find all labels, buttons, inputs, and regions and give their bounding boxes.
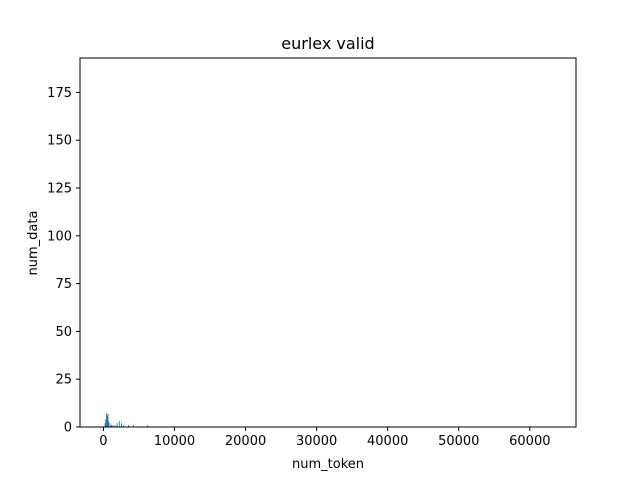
- x-tick-label: 40000: [367, 434, 408, 449]
- bar: [114, 425, 116, 427]
- y-tick-label: 125: [47, 182, 72, 197]
- x-axis-label: num_token: [292, 457, 364, 472]
- bar: [111, 425, 112, 427]
- y-axis: 0 25 50 75 100 125 150 175: [47, 86, 80, 436]
- x-axis: 0 10000 20000 30000 40000 50000 60000: [99, 427, 550, 449]
- y-tick-label: 150: [47, 134, 72, 149]
- bar: [123, 425, 125, 427]
- bar: [147, 425, 149, 427]
- bars-group: [104, 413, 149, 427]
- chart-title: eurlex valid: [281, 34, 374, 53]
- x-tick-label: 30000: [296, 434, 337, 449]
- bar: [107, 413, 109, 427]
- plot-frame: [79, 57, 577, 428]
- y-tick-label: 75: [55, 277, 72, 292]
- y-tick-label: 175: [47, 86, 72, 101]
- bar: [120, 423, 122, 427]
- y-tick-label: 50: [55, 325, 72, 340]
- x-tick-label: 10000: [154, 434, 195, 449]
- bar: [105, 419, 107, 427]
- bar: [106, 413, 107, 427]
- x-tick-label: 0: [99, 434, 107, 449]
- bar: [104, 423, 106, 427]
- x-tick-label: 20000: [225, 434, 266, 449]
- x-tick-label: 50000: [438, 434, 479, 449]
- bar: [116, 423, 118, 427]
- bar: [108, 421, 110, 427]
- bar: [109, 423, 111, 427]
- bar: [106, 415, 108, 427]
- x-tick-label: 60000: [509, 434, 550, 449]
- y-tick-label: 0: [64, 421, 72, 436]
- bar: [112, 425, 114, 427]
- bar: [133, 425, 134, 427]
- bar: [128, 425, 129, 427]
- y-axis-label: num_data: [26, 211, 41, 276]
- y-tick-label: 25: [55, 373, 72, 388]
- bar: [118, 421, 120, 427]
- y-tick-label: 100: [47, 229, 72, 244]
